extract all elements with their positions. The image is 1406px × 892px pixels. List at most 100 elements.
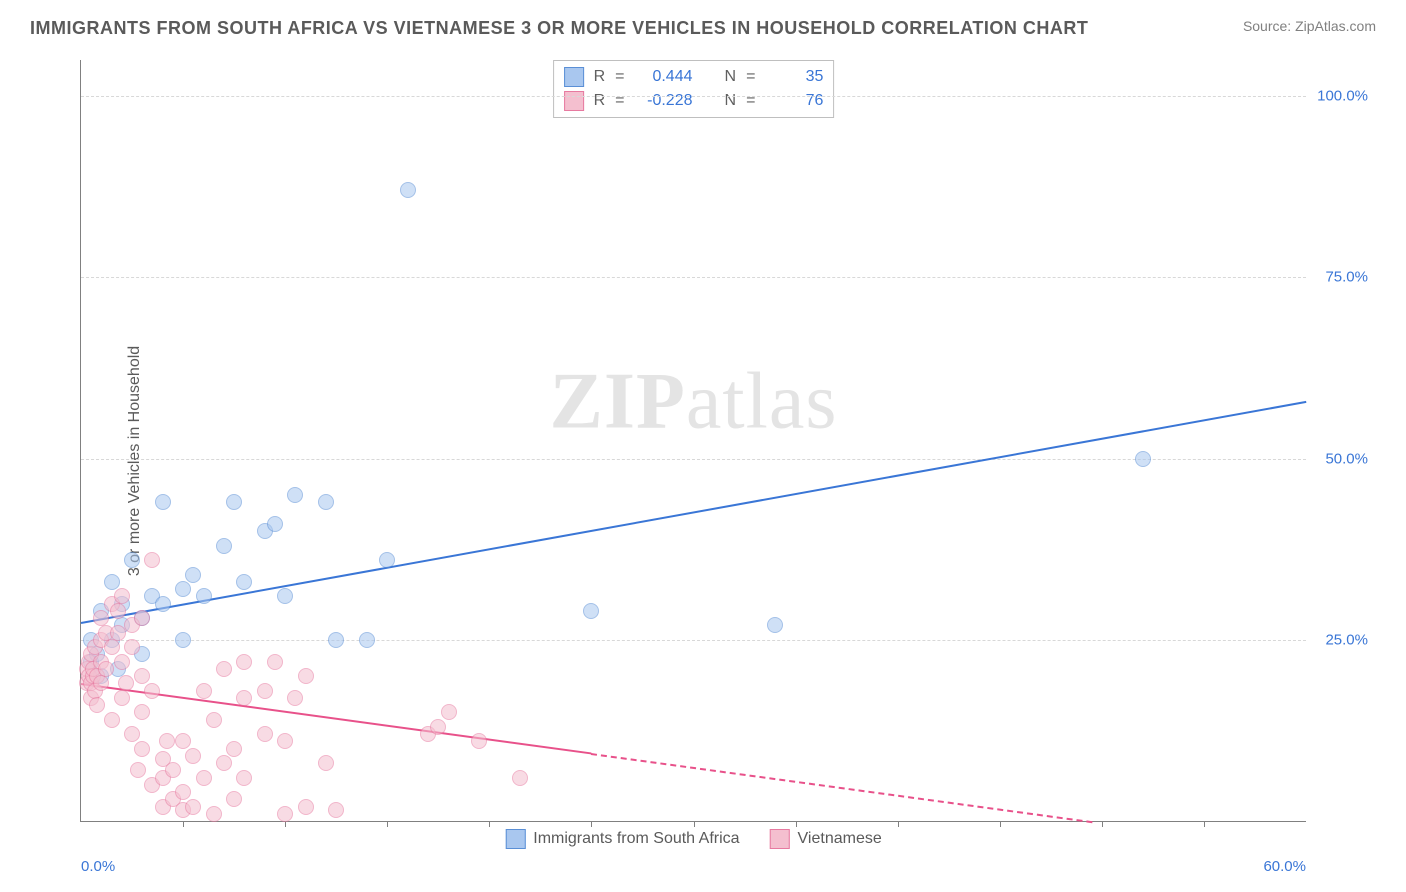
data-point — [114, 654, 130, 670]
data-point — [226, 741, 242, 757]
data-point — [216, 661, 232, 677]
trend-line — [591, 753, 1093, 823]
data-point — [328, 632, 344, 648]
chart-container: 3 or more Vehicles in Household ZIPatlas… — [30, 50, 1376, 872]
data-point — [196, 770, 212, 786]
gridline — [81, 459, 1306, 460]
data-point — [287, 487, 303, 503]
data-point — [196, 588, 212, 604]
data-point — [124, 726, 140, 742]
data-point — [512, 770, 528, 786]
data-point — [185, 748, 201, 764]
y-tick-label: 25.0% — [1325, 631, 1368, 648]
data-point — [298, 668, 314, 684]
n-value: 35 — [765, 65, 823, 89]
data-point — [359, 632, 375, 648]
n-value: 76 — [765, 89, 823, 113]
data-point — [583, 603, 599, 619]
data-point — [206, 712, 222, 728]
data-point — [441, 704, 457, 720]
r-label: R — [594, 65, 606, 89]
data-point — [267, 654, 283, 670]
data-point — [93, 675, 109, 691]
r-label: R — [594, 89, 606, 113]
data-point — [185, 567, 201, 583]
eq-label: = — [746, 89, 755, 113]
x-tick — [1204, 821, 1205, 827]
source-value: ZipAtlas.com — [1295, 18, 1376, 34]
correlation-row: R=0.444N=35 — [564, 65, 824, 89]
watermark: ZIPatlas — [550, 357, 838, 448]
y-tick-label: 100.0% — [1317, 88, 1368, 105]
data-point — [318, 755, 334, 771]
x-tick — [694, 821, 695, 827]
x-tick — [285, 821, 286, 827]
legend-item: Immigrants from South Africa — [505, 829, 739, 849]
data-point — [185, 799, 201, 815]
x-tick — [591, 821, 592, 827]
correlation-row: R=-0.228N=76 — [564, 89, 824, 113]
n-label: N — [725, 65, 737, 89]
data-point — [277, 806, 293, 822]
gridline — [81, 640, 1306, 641]
data-point — [155, 494, 171, 510]
data-point — [1135, 451, 1151, 467]
data-point — [110, 603, 126, 619]
data-point — [318, 494, 334, 510]
x-tick — [387, 821, 388, 827]
x-tick — [898, 821, 899, 827]
legend-swatch — [505, 829, 525, 849]
data-point — [328, 802, 344, 818]
chart-title: IMMIGRANTS FROM SOUTH AFRICA VS VIETNAME… — [30, 18, 1088, 39]
data-point — [287, 690, 303, 706]
data-point — [104, 639, 120, 655]
data-point — [277, 733, 293, 749]
data-point — [175, 733, 191, 749]
r-value: -0.228 — [635, 89, 693, 113]
correlation-legend: R=0.444N=35R=-0.228N=76 — [553, 60, 835, 118]
data-point — [114, 588, 130, 604]
data-point — [216, 755, 232, 771]
data-point — [226, 791, 242, 807]
y-tick-label: 50.0% — [1325, 450, 1368, 467]
data-point — [196, 683, 212, 699]
data-point — [236, 690, 252, 706]
legend-swatch — [564, 91, 584, 111]
x-tick — [183, 821, 184, 827]
legend-label: Vietnamese — [798, 830, 882, 848]
data-point — [379, 552, 395, 568]
gridline — [81, 277, 1306, 278]
gridline — [81, 96, 1306, 97]
data-point — [144, 683, 160, 699]
data-point — [226, 494, 242, 510]
data-point — [400, 182, 416, 198]
data-point — [206, 806, 222, 822]
x-tick-label: 60.0% — [1263, 858, 1306, 875]
data-point — [104, 712, 120, 728]
data-point — [216, 538, 232, 554]
data-point — [93, 610, 109, 626]
n-label: N — [725, 89, 737, 113]
data-point — [175, 632, 191, 648]
x-tick — [489, 821, 490, 827]
source-label: Source: — [1243, 18, 1295, 34]
r-value: 0.444 — [635, 65, 693, 89]
data-point — [257, 683, 273, 699]
y-tick-label: 75.0% — [1325, 269, 1368, 286]
legend-label: Immigrants from South Africa — [533, 830, 739, 848]
x-tick — [1000, 821, 1001, 827]
legend-item: Vietnamese — [770, 829, 882, 849]
watermark-bold: ZIP — [550, 358, 686, 446]
data-point — [165, 762, 181, 778]
data-point — [236, 770, 252, 786]
data-point — [175, 581, 191, 597]
data-point — [236, 574, 252, 590]
trend-line — [81, 401, 1306, 624]
data-point — [134, 741, 150, 757]
data-point — [124, 639, 140, 655]
data-point — [134, 704, 150, 720]
data-point — [104, 574, 120, 590]
watermark-rest: atlas — [686, 358, 838, 446]
data-point — [159, 733, 175, 749]
data-point — [267, 516, 283, 532]
